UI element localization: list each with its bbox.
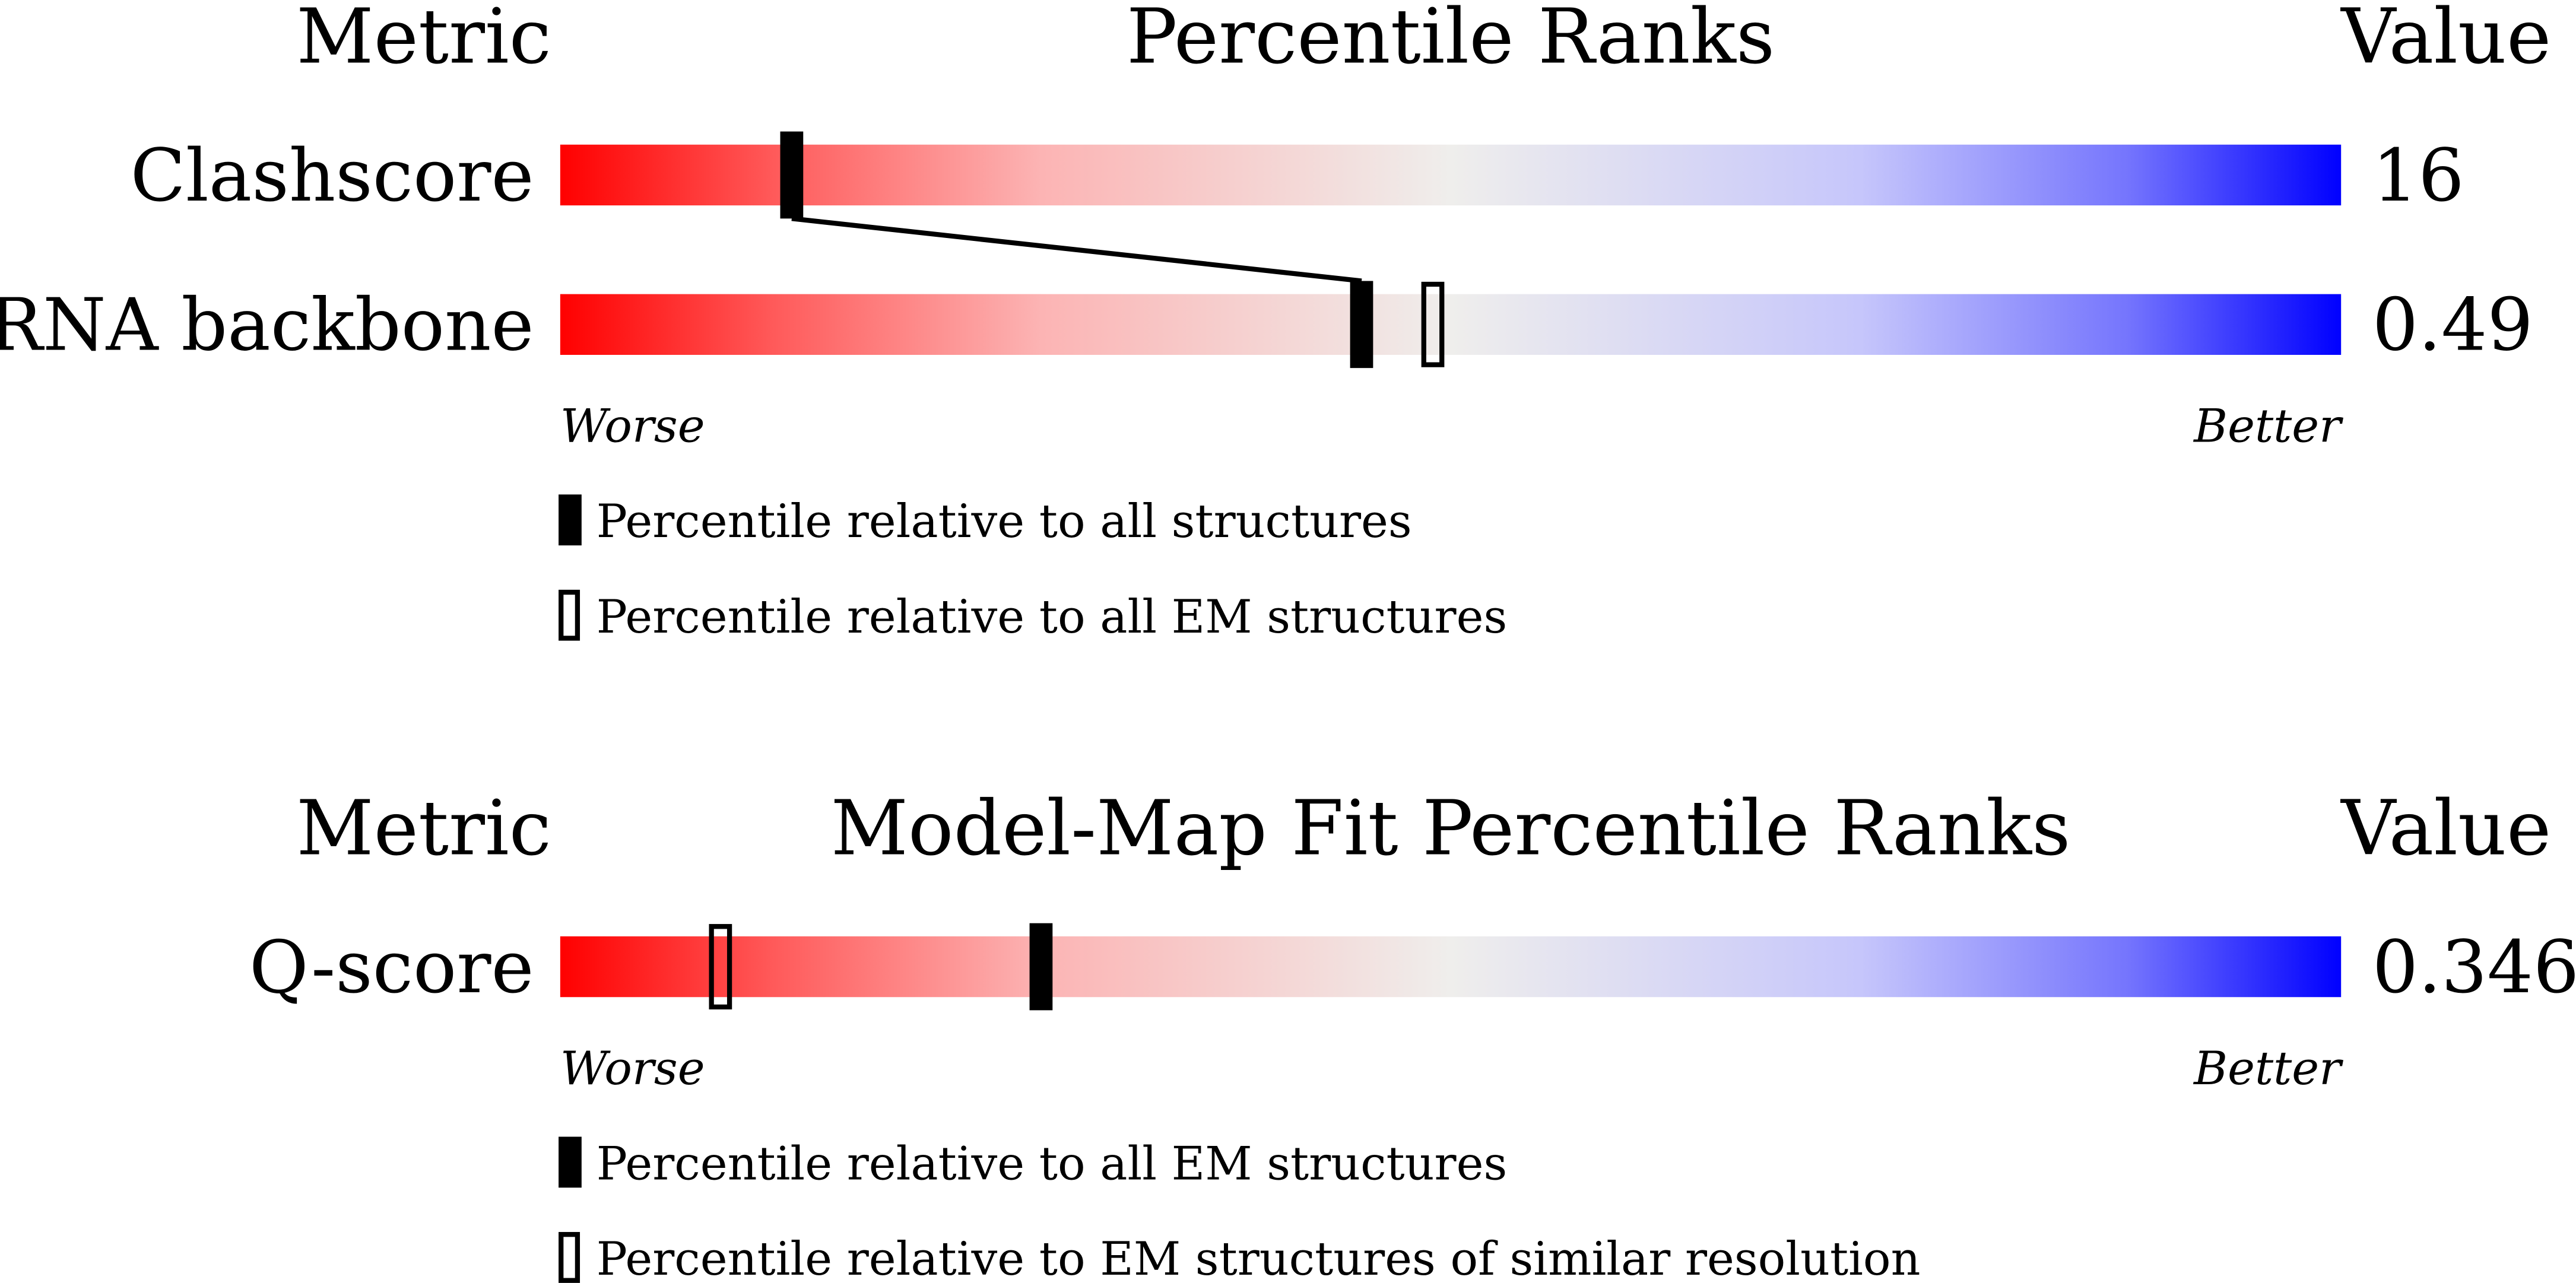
legend-label: Percentile relative to EM structures of … — [597, 1233, 1921, 1283]
percentile-marker-filled — [780, 131, 804, 219]
value-header: Value — [2340, 0, 2551, 81]
metric-label: RNA backbone — [0, 283, 534, 367]
better-label: Better — [2193, 1042, 2343, 1095]
better-label: Better — [2193, 400, 2343, 453]
metric-value: 16 — [2372, 134, 2464, 218]
gradient-bar — [560, 936, 2342, 998]
worse-label: Worse — [560, 400, 705, 453]
percentile-marker-open — [709, 924, 732, 1009]
legend-marker-filled — [559, 1136, 582, 1188]
metric-value: 0.346 — [2372, 925, 2576, 1009]
legend-marker-filled — [559, 494, 582, 546]
chart-title: Percentile Ranks — [1127, 0, 1775, 81]
metric-label: Clashscore — [131, 134, 534, 218]
metric-label: Q-score — [249, 925, 534, 1009]
legend-label: Percentile relative to all EM structures — [597, 1137, 1508, 1190]
percentile-marker-open — [1421, 281, 1445, 367]
value-header: Value — [2340, 785, 2551, 872]
legend-label: Percentile relative to all EM structures — [597, 590, 1508, 644]
percentile-marker-filled — [1029, 923, 1053, 1011]
metric-header: Metric — [296, 0, 551, 81]
legend-label: Percentile relative to all structures — [597, 495, 1412, 548]
chart-title: Model-Map Fit Percentile Ranks — [831, 785, 2071, 872]
legend-marker-open — [559, 589, 580, 641]
gradient-bar — [560, 294, 2342, 355]
worse-label: Worse — [560, 1042, 705, 1095]
connector-line — [791, 216, 1362, 284]
metric-header: Metric — [296, 785, 551, 872]
metric-value: 0.49 — [2372, 283, 2533, 367]
percentile-marker-filled — [1350, 281, 1373, 369]
legend-marker-open — [559, 1232, 580, 1283]
gradient-bar — [560, 144, 2342, 206]
